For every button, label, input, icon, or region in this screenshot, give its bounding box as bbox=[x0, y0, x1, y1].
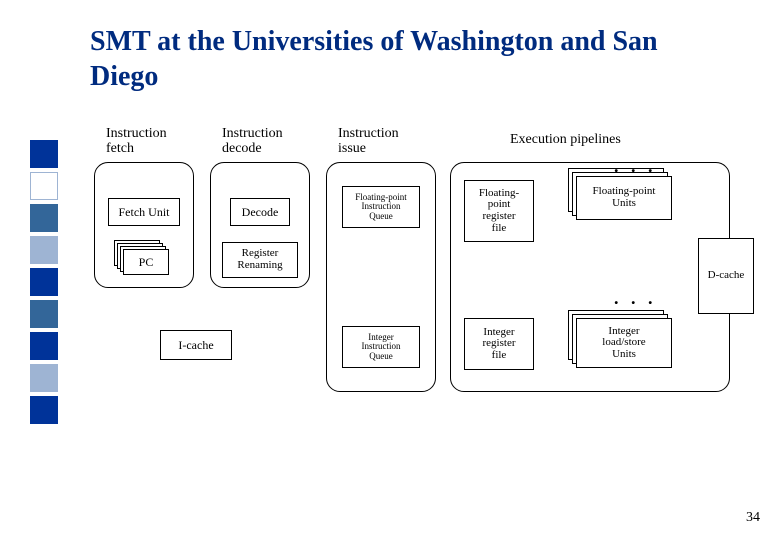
sidebar-block bbox=[30, 140, 58, 168]
box-fetch-unit: Fetch Unit bbox=[108, 198, 180, 226]
box-dcache: D-cache bbox=[698, 238, 754, 314]
box-int-regfile: Integer register file bbox=[464, 318, 534, 370]
sidebar-block bbox=[30, 236, 58, 264]
label-fetch: Instruction fetch bbox=[106, 126, 167, 157]
sidebar-block bbox=[30, 300, 58, 328]
label-decode: Instruction decode bbox=[222, 126, 283, 157]
box-icache: I-cache bbox=[160, 330, 232, 360]
box-int-units: Integer load/store Units bbox=[576, 318, 672, 368]
label-issue: Instruction issue bbox=[338, 126, 399, 157]
sidebar-block bbox=[30, 172, 58, 200]
sidebar-block bbox=[30, 332, 58, 360]
dots-int: . . . bbox=[614, 288, 657, 309]
box-fp-units: Floating-point Units bbox=[576, 176, 672, 220]
sidebar-block bbox=[30, 396, 58, 424]
label-exec: Execution pipelines bbox=[510, 132, 621, 147]
box-fp-queue: Floating-point Instruction Queue bbox=[342, 186, 420, 228]
decorative-sidebar bbox=[30, 140, 58, 428]
box-rename: Register Renaming bbox=[222, 242, 298, 278]
box-fp-regfile: Floating- point register file bbox=[464, 180, 534, 242]
smt-diagram: Instruction fetch Instruction decode Ins… bbox=[90, 120, 770, 420]
box-decode: Decode bbox=[230, 198, 290, 226]
sidebar-block bbox=[30, 364, 58, 392]
dots-fp: . . . bbox=[614, 156, 657, 177]
sidebar-block bbox=[30, 204, 58, 232]
box-pc: PC bbox=[123, 249, 169, 275]
sidebar-block bbox=[30, 268, 58, 296]
slide-title: SMT at the Universities of Washington an… bbox=[90, 24, 730, 94]
box-int-queue: Integer Instruction Queue bbox=[342, 326, 420, 368]
slide-number: 34 bbox=[746, 510, 760, 526]
